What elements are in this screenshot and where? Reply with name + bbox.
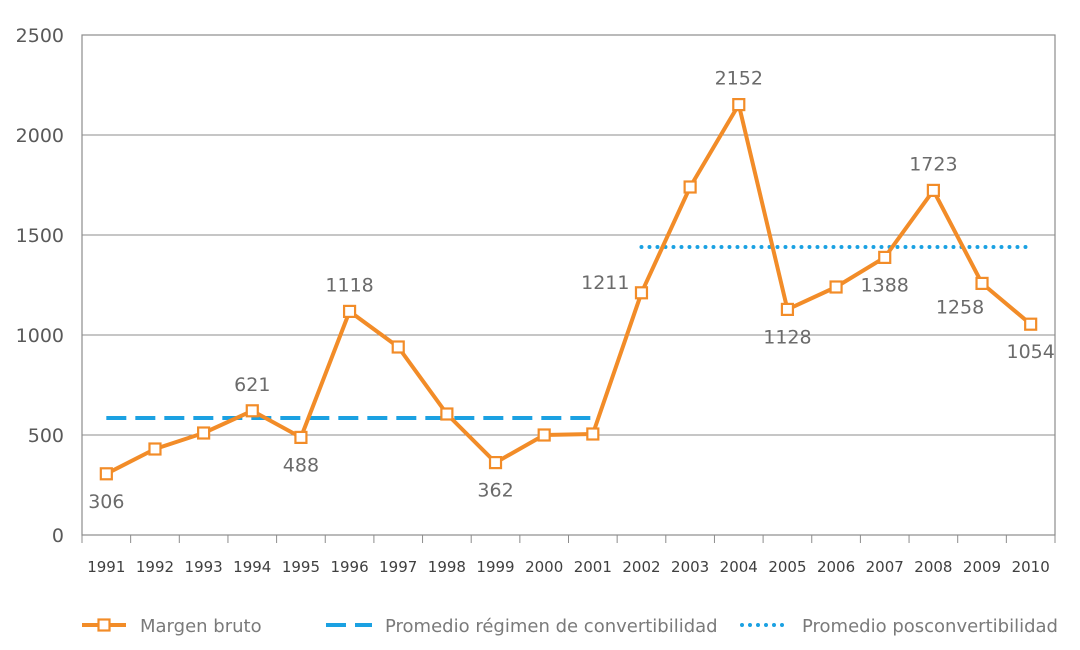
data-point-marker	[148, 442, 162, 456]
data-point-marker	[926, 183, 940, 197]
legend: Margen bruto Promedio régimen de converti…	[82, 616, 1058, 637]
data-label: 1388	[861, 274, 909, 296]
gridlines	[81, 34, 1056, 536]
data-label: 1258	[936, 296, 984, 318]
data-labels: 306 621 488 1118 362 1211 2152 1128 1388 1723 1258…	[88, 68, 1055, 513]
data-point-marker	[294, 430, 308, 444]
x-tick-label: 1992	[136, 558, 174, 576]
data-point-marker	[829, 280, 843, 294]
y-tick-label: 500	[28, 425, 64, 447]
legend-label-convertibilidad: Promedio régimen de convertibilidad	[385, 616, 718, 637]
data-label: 2152	[715, 68, 763, 90]
data-point-marker	[878, 250, 892, 264]
x-tick-label: 2001	[574, 558, 612, 576]
x-tick-label: 1996	[330, 558, 368, 576]
data-point-marker	[197, 426, 211, 440]
x-tick-label: 2004	[720, 558, 758, 576]
data-point-marker	[634, 286, 649, 300]
legend-marker-margen-bruto	[97, 618, 111, 632]
data-label: 621	[234, 374, 270, 396]
x-tick-label: 2000	[525, 558, 563, 576]
data-label: 1211	[581, 272, 629, 294]
x-tick-label: 1997	[379, 558, 417, 576]
x-tick-label: 2002	[622, 558, 660, 576]
x-tick-label: 2003	[671, 558, 709, 576]
plot-frame	[81, 34, 1056, 536]
data-point-marker	[586, 427, 600, 441]
x-tick-label: 2009	[963, 558, 1001, 576]
data-point-marker	[342, 304, 357, 318]
data-point-marker	[1024, 317, 1038, 331]
data-point-marker	[780, 302, 795, 316]
x-tick-label: 1993	[185, 558, 223, 576]
legend-label-posconvertibilidad: Promedio posconvertibilidad	[802, 616, 1058, 637]
legend-label-margen-bruto: Margen bruto	[140, 616, 262, 637]
x-tick-label: 2005	[768, 558, 806, 576]
x-tick-label: 1994	[233, 558, 271, 576]
average-lines	[106, 245, 1033, 420]
data-point-marker	[732, 97, 746, 112]
y-tick-label: 1000	[16, 325, 64, 347]
y-tick-label: 2500	[16, 25, 64, 47]
data-point-marker	[440, 407, 454, 421]
data-label: 306	[88, 491, 124, 513]
data-label: 362	[477, 480, 513, 502]
x-tick-label: 1999	[476, 558, 514, 576]
x-tick-label: 2007	[866, 558, 904, 576]
x-tick-label: 1995	[282, 558, 320, 576]
series-margen-bruto	[99, 97, 1038, 481]
y-tick-label: 0	[52, 525, 64, 547]
x-tick-label: 1998	[428, 558, 466, 576]
data-point-marker	[683, 180, 697, 194]
data-label: 1054	[1006, 341, 1054, 363]
data-label: 488	[283, 454, 319, 476]
x-tick-label: 2008	[914, 558, 952, 576]
data-point-marker	[537, 428, 551, 442]
data-point-marker	[391, 340, 405, 354]
series-line-margen-bruto	[105, 102, 1032, 476]
x-tick-label: 2006	[817, 558, 855, 576]
data-point-marker	[245, 404, 259, 418]
x-axis-ticks: 1991 1992 1993 1994 1995 1996 1997 1998 1999 2000…	[81, 535, 1056, 576]
y-axis-ticks: 0 500 1000 1500 2000 2500	[16, 25, 64, 547]
data-label: 1128	[763, 326, 811, 348]
data-point-marker	[488, 456, 503, 470]
y-tick-label: 2000	[16, 125, 64, 147]
x-tick-label: 1991	[87, 558, 125, 576]
data-label: 1118	[325, 274, 373, 296]
data-point-marker	[99, 467, 113, 481]
x-tick-label: 2010	[1012, 558, 1050, 576]
y-tick-label: 1500	[16, 225, 64, 247]
data-label: 1723	[909, 153, 957, 175]
data-point-marker	[975, 276, 989, 290]
